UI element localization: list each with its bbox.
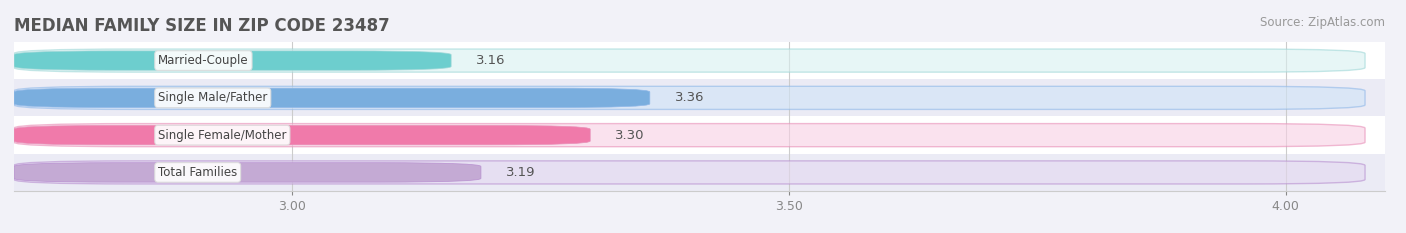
Text: Single Male/Father: Single Male/Father — [157, 91, 267, 104]
FancyBboxPatch shape — [14, 125, 591, 145]
FancyBboxPatch shape — [14, 49, 1365, 72]
Text: 3.16: 3.16 — [477, 54, 506, 67]
Text: Source: ZipAtlas.com: Source: ZipAtlas.com — [1260, 16, 1385, 29]
FancyBboxPatch shape — [14, 51, 451, 70]
Text: Married-Couple: Married-Couple — [157, 54, 249, 67]
FancyBboxPatch shape — [14, 123, 1365, 147]
Text: MEDIAN FAMILY SIZE IN ZIP CODE 23487: MEDIAN FAMILY SIZE IN ZIP CODE 23487 — [14, 17, 389, 35]
Bar — [14, 154, 1385, 191]
Bar — [14, 116, 1385, 154]
Text: Total Families: Total Families — [157, 166, 238, 179]
FancyBboxPatch shape — [14, 88, 650, 108]
FancyBboxPatch shape — [14, 86, 1365, 110]
Bar — [14, 42, 1385, 79]
Text: 3.30: 3.30 — [614, 129, 644, 142]
FancyBboxPatch shape — [14, 161, 1365, 184]
Bar — [14, 79, 1385, 116]
Text: 3.36: 3.36 — [675, 91, 704, 104]
Text: Single Female/Mother: Single Female/Mother — [157, 129, 287, 142]
Text: 3.19: 3.19 — [506, 166, 536, 179]
FancyBboxPatch shape — [14, 163, 481, 182]
